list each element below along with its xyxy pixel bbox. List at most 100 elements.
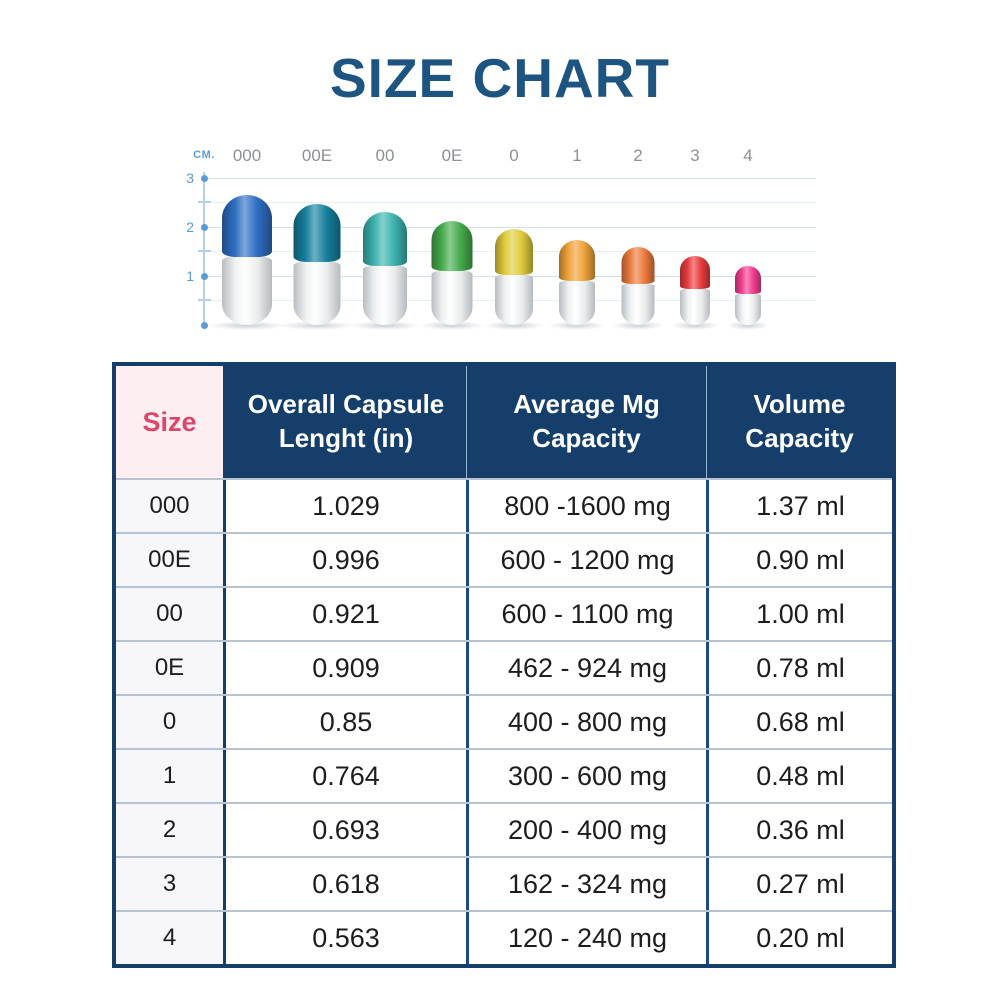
cell-size: 0E: [116, 642, 226, 694]
capsule-size-label-00E: 00E: [301, 146, 333, 165]
capsule-column: 3: [665, 146, 725, 333]
cell-size: 00: [116, 588, 226, 640]
cell-volume: 0.68 ml: [706, 696, 892, 748]
cell-size: 4: [116, 912, 226, 964]
axis-dot-2: [201, 224, 208, 231]
capsule-cap: [431, 221, 473, 271]
capsule-body: [559, 280, 595, 325]
axis-dot-1: [201, 273, 208, 280]
capsule-shadow: [279, 321, 355, 330]
header-length: Overall Capsule Lenght (in): [226, 366, 466, 478]
table-row: 00E 0.996 600 - 1200 mg 0.90 ml: [116, 532, 892, 586]
cell-volume: 0.36 ml: [706, 804, 892, 856]
cell-volume: 0.90 ml: [706, 534, 892, 586]
table-row: 000 1.029 800 -1600 mg 1.37 ml: [116, 478, 892, 532]
cell-volume: 1.00 ml: [706, 588, 892, 640]
capsule-size-label-000: 000: [232, 146, 262, 165]
header-size: Size: [116, 366, 226, 478]
capsule-body: [495, 275, 533, 325]
capsule-illustration: [222, 195, 272, 325]
cell-size: 0: [116, 696, 226, 748]
table-row: 2 0.693 200 - 400 mg 0.36 ml: [116, 802, 892, 856]
capsule-illustration: [293, 204, 341, 325]
cell-volume: 0.78 ml: [706, 642, 892, 694]
gridline-2-5cm: [204, 202, 816, 203]
y-tick-label-3: 3: [186, 170, 194, 186]
capsule-cap: [680, 256, 710, 290]
capsule-cap: [222, 195, 272, 258]
table-row: 4 0.563 120 - 240 mg 0.20 ml: [116, 910, 892, 964]
cell-mg: 462 - 924 mg: [466, 642, 706, 694]
axis-half-tick: [198, 201, 211, 203]
capsule-body: [222, 257, 272, 325]
capsule-illustration: [363, 212, 407, 325]
capsule-cap: [559, 240, 595, 281]
capsule-column: 0E: [419, 146, 485, 333]
cell-length: 0.618: [312, 868, 380, 899]
capsule-size-label-2: 2: [633, 146, 643, 165]
capsule-size-label-1: 1: [572, 146, 582, 165]
cell-mg: 400 - 800 mg: [466, 696, 706, 748]
capsule-shadow: [419, 321, 485, 330]
capsule-cap: [293, 204, 341, 263]
cell-length: 0.996: [312, 544, 380, 575]
capsule-column: 00E: [279, 146, 355, 333]
capsule-size-label-3: 3: [690, 146, 700, 165]
cell-size: 1: [116, 750, 226, 802]
cell-length: 1.029: [312, 490, 380, 521]
table-header-row: Size Overall Capsule Lenght (in) Average…: [116, 366, 892, 478]
capsule-illustration: [735, 266, 761, 325]
cell-volume: 0.48 ml: [706, 750, 892, 802]
axis-half-tick: [198, 299, 211, 301]
cell-size: 3: [116, 858, 226, 910]
capsule-shadow: [671, 321, 719, 330]
capsule-shadow: [483, 321, 545, 330]
capsule-column: 000: [207, 146, 287, 333]
axis-dot-3: [201, 175, 208, 182]
gridline-2cm: [204, 227, 816, 228]
capsule-cap: [621, 247, 655, 285]
y-tick-label-1: 1: [186, 268, 194, 284]
cell-size: 000: [116, 480, 226, 532]
header-volume-capacity: Volume Capacity: [706, 366, 892, 478]
capsule-body: [363, 266, 407, 325]
capsule-body: [735, 294, 761, 325]
cell-length: 0.693: [312, 814, 380, 845]
table-row: 3 0.618 162 - 324 mg 0.27 ml: [116, 856, 892, 910]
axis-half-tick: [198, 250, 211, 252]
cell-size: 2: [116, 804, 226, 856]
capsule-illustration: [431, 221, 473, 325]
cell-size: 00E: [116, 534, 226, 586]
cell-volume: 1.37 ml: [706, 480, 892, 532]
capsule-size-label-0E: 0E: [441, 146, 463, 165]
size-data-table: Size Overall Capsule Lenght (in) Average…: [112, 362, 896, 968]
capsule-shadow: [611, 321, 665, 330]
capsule-column: 00: [350, 146, 420, 333]
capsule-shadow: [727, 321, 769, 330]
capsule-illustration: [495, 229, 533, 325]
table-row: 0 0.85 400 - 800 mg 0.68 ml: [116, 694, 892, 748]
capsule-shadow: [350, 321, 420, 330]
capsule-size-label-00: 00: [375, 146, 395, 165]
axis-unit-label: CM.: [193, 149, 215, 161]
header-mg-capacity: Average Mg Capacity: [466, 366, 706, 478]
capsule-body: [680, 289, 710, 325]
table-row: 0E 0.909 462 - 924 mg 0.78 ml: [116, 640, 892, 694]
cell-mg: 162 - 324 mg: [466, 858, 706, 910]
page-title: SIZE CHART: [330, 47, 670, 109]
gridline-3cm: [204, 178, 816, 179]
capsule-column: 2: [608, 146, 668, 333]
cell-mg: 600 - 1200 mg: [466, 534, 706, 586]
cell-length: 0.563: [312, 922, 380, 953]
cell-length: 0.764: [312, 760, 380, 791]
capsule-illustration: [559, 240, 595, 325]
y-tick-label-2: 2: [186, 219, 194, 235]
capsule-column: 4: [718, 146, 778, 333]
table-row: 00 0.921 600 - 1100 mg 1.00 ml: [116, 586, 892, 640]
capsule-cap: [735, 266, 761, 295]
capsule-size-label-0: 0: [509, 146, 519, 165]
table-row: 1 0.764 300 - 600 mg 0.48 ml: [116, 748, 892, 802]
cell-length: 0.85: [319, 706, 373, 737]
